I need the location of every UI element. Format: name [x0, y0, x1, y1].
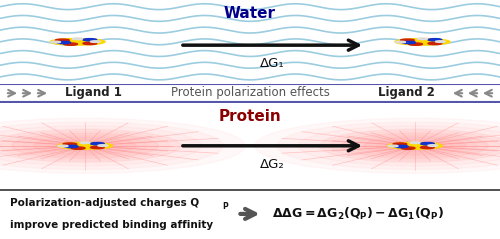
Circle shape [402, 41, 415, 44]
Circle shape [0, 126, 202, 166]
Circle shape [420, 142, 434, 145]
Circle shape [396, 41, 406, 43]
Circle shape [418, 38, 428, 40]
Circle shape [364, 137, 467, 155]
Circle shape [46, 139, 124, 152]
Circle shape [394, 145, 408, 148]
Text: Water: Water [224, 6, 276, 21]
Circle shape [420, 146, 434, 149]
Circle shape [388, 141, 442, 151]
Circle shape [255, 118, 500, 173]
Circle shape [64, 145, 78, 148]
Circle shape [298, 126, 500, 166]
Circle shape [400, 39, 414, 41]
Circle shape [55, 141, 115, 151]
Circle shape [0, 129, 181, 162]
Circle shape [436, 41, 446, 43]
Circle shape [34, 137, 136, 154]
Text: Protein polarization effects: Protein polarization effects [170, 86, 330, 99]
Circle shape [58, 145, 68, 147]
Circle shape [428, 145, 438, 147]
Circle shape [34, 137, 136, 155]
Circle shape [0, 118, 245, 173]
Circle shape [58, 141, 112, 151]
Ellipse shape [395, 39, 450, 45]
Circle shape [401, 147, 415, 149]
Text: ΔG₁: ΔG₁ [260, 57, 285, 70]
Circle shape [64, 43, 78, 45]
Circle shape [408, 43, 422, 45]
Circle shape [72, 147, 85, 149]
Circle shape [342, 133, 488, 158]
Ellipse shape [388, 142, 442, 149]
Circle shape [90, 146, 104, 149]
Circle shape [364, 137, 466, 154]
Circle shape [80, 142, 90, 144]
Circle shape [320, 130, 500, 162]
Circle shape [0, 122, 224, 170]
Ellipse shape [50, 39, 105, 45]
Circle shape [57, 41, 70, 44]
Circle shape [276, 122, 500, 170]
Circle shape [393, 143, 407, 145]
Circle shape [330, 131, 500, 160]
Circle shape [12, 133, 158, 158]
Circle shape [90, 142, 104, 145]
Circle shape [90, 41, 101, 43]
Circle shape [0, 130, 180, 162]
Circle shape [410, 142, 420, 144]
Circle shape [23, 135, 147, 157]
Circle shape [83, 39, 97, 41]
Circle shape [56, 39, 69, 41]
Circle shape [12, 133, 158, 158]
Circle shape [428, 39, 442, 41]
Circle shape [342, 133, 488, 158]
Circle shape [83, 42, 97, 45]
Circle shape [388, 145, 398, 147]
Circle shape [319, 129, 500, 162]
Ellipse shape [58, 142, 112, 149]
Text: Protein: Protein [218, 109, 282, 124]
Circle shape [385, 141, 445, 151]
Circle shape [63, 143, 77, 145]
Text: P: P [222, 202, 228, 211]
Text: $\mathbf{\Delta\Delta G = \Delta G_2(Q_P) - \Delta G_1(Q_P)}$: $\mathbf{\Delta\Delta G = \Delta G_2(Q_P… [272, 206, 444, 222]
Circle shape [50, 41, 60, 43]
Circle shape [376, 139, 454, 152]
Circle shape [72, 38, 83, 40]
Circle shape [353, 135, 477, 157]
Circle shape [98, 145, 108, 147]
Text: improve predicted binding affinity: improve predicted binding affinity [10, 220, 213, 230]
Circle shape [0, 131, 170, 160]
Text: Ligand 2: Ligand 2 [378, 86, 435, 99]
Text: Ligand 1: Ligand 1 [65, 86, 122, 99]
Text: Polarization-adjusted charges Q: Polarization-adjusted charges Q [10, 198, 199, 208]
Circle shape [428, 42, 442, 45]
Text: ΔG₂: ΔG₂ [260, 158, 285, 171]
